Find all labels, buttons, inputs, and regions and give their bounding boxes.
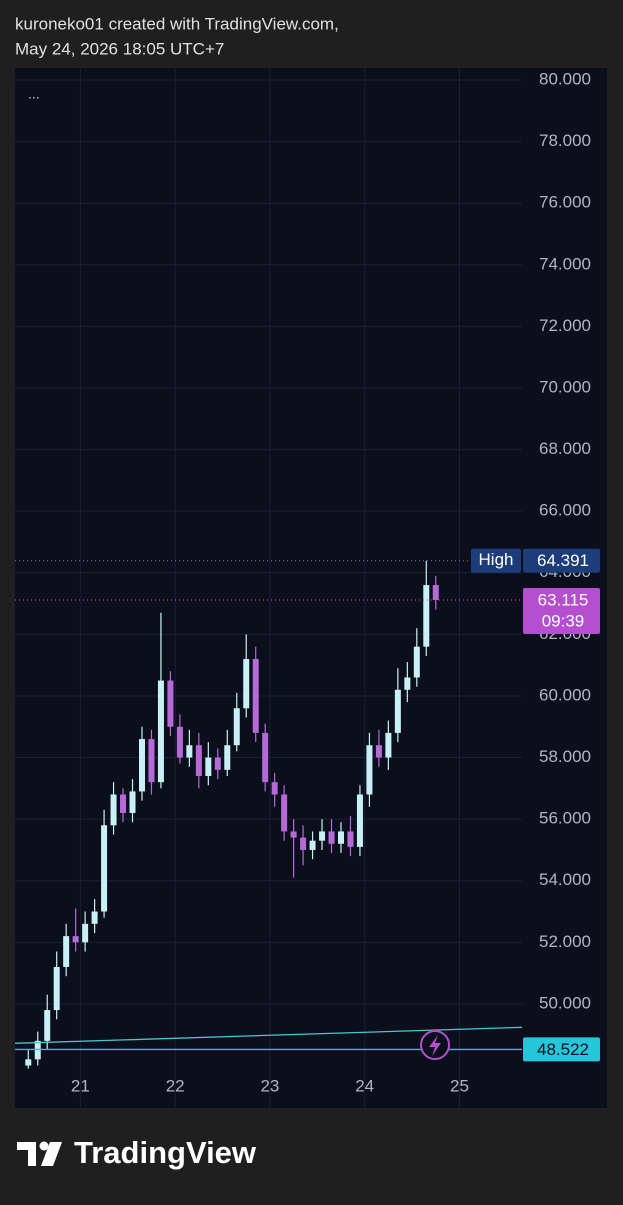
candle-body (347, 831, 354, 847)
plot (14, 560, 523, 1069)
candle-body (300, 837, 307, 850)
y-tick-label: 54.000 (539, 870, 591, 889)
y-tick-label: 70.000 (539, 377, 591, 396)
candle-body (337, 831, 344, 844)
candle-body (205, 757, 212, 777)
countdown-label: 09:39 (542, 611, 585, 630)
x-tick-label: 25 (450, 1076, 469, 1095)
candle-body (129, 791, 136, 813)
header-line: May 24, 2026 18:05 UTC+7 (15, 39, 224, 58)
candle-body (25, 1059, 32, 1066)
y-tick-label: 68.000 (539, 439, 591, 458)
x-tick-label: 23 (260, 1076, 279, 1095)
candle-body (120, 794, 127, 813)
candle-body (110, 794, 117, 826)
candle-body (224, 745, 231, 770)
price-tag (523, 588, 600, 635)
candle-body (271, 782, 278, 795)
chart-background (15, 68, 607, 1108)
logo-mark (41, 1142, 62, 1166)
y-tick-label: 74.000 (539, 254, 591, 273)
logo-mark (17, 1142, 36, 1166)
price-tag-label: 63.115 (538, 590, 589, 609)
candle-body (423, 585, 430, 647)
price-tag (523, 548, 600, 573)
candle-body (366, 745, 373, 795)
candle-body (243, 658, 250, 709)
high-tag-label: High (479, 550, 514, 569)
logo: TradingView (17, 1135, 257, 1170)
candle-body (195, 745, 202, 777)
alert-bolt (429, 1035, 441, 1056)
y-tick-label: 58.000 (539, 747, 591, 766)
candle-body (148, 739, 155, 783)
candle-body (91, 911, 98, 924)
candle-body (252, 658, 259, 733)
alert-icon[interactable] (420, 1030, 450, 1060)
x-tick-label: 24 (355, 1076, 374, 1095)
candle-body (385, 732, 392, 758)
candle-body (262, 732, 269, 783)
y-tick-label: 78.000 (539, 131, 591, 150)
x-tick-label: 21 (71, 1076, 90, 1095)
y-tick-label: 60.000 (539, 685, 591, 704)
x-tick-label: 22 (166, 1076, 185, 1095)
price-tag (523, 1037, 600, 1062)
candle-body (356, 794, 363, 847)
header-line: kuroneko01 created with TradingView.com, (15, 14, 339, 33)
candle-body (404, 677, 411, 690)
candle-body (319, 831, 326, 841)
candle-body (233, 708, 240, 746)
price-tag-label: 48.522 (537, 1040, 589, 1059)
candle-body (328, 831, 335, 844)
candle-body (34, 1040, 41, 1060)
candle-body (214, 757, 221, 770)
candle-body (63, 936, 70, 967)
candle-body (157, 680, 164, 783)
candle-body (186, 745, 193, 758)
high-tag (471, 548, 521, 573)
menu-dots[interactable]: ... (28, 86, 40, 102)
candle-body (281, 794, 288, 832)
y-tick-label: 52.000 (539, 932, 591, 951)
candle-body (44, 1010, 51, 1041)
y-tick-label: 50.000 (539, 993, 591, 1012)
candle-body (432, 585, 439, 601)
candle-body (138, 739, 145, 792)
logo-mark (39, 1141, 49, 1151)
candle-body (53, 966, 60, 1011)
candle-body (375, 745, 382, 758)
candle-body (82, 923, 89, 943)
y-tick-label: 80.000 (539, 69, 591, 88)
candle-body (413, 646, 420, 678)
candle-body (72, 936, 79, 943)
y-tick-label: 72.000 (539, 316, 591, 335)
candle-body (167, 680, 174, 727)
brand: TradingView (74, 1135, 257, 1170)
candle-body (176, 726, 183, 758)
candle-body (290, 831, 297, 838)
trend-line (14, 1026, 523, 1044)
y-tick-label: 66.000 (539, 501, 591, 520)
candle-body (309, 840, 316, 850)
grid (15, 68, 522, 1108)
price-tag-label: 64.391 (537, 551, 589, 570)
y-tick-label: 56.000 (539, 809, 591, 828)
candle-body (394, 689, 401, 733)
candle-body (101, 825, 108, 912)
y-tick-label: 76.000 (539, 193, 591, 212)
